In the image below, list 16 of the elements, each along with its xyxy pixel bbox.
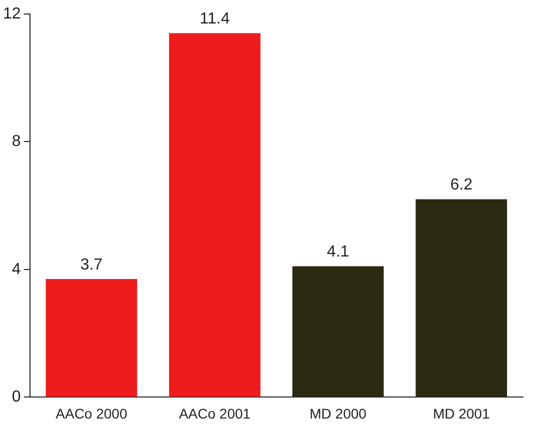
bar xyxy=(46,279,138,397)
data-label: 6.2 xyxy=(450,176,473,194)
x-tick-label: AACo 2000 xyxy=(56,405,128,422)
y-tick-label: 12 xyxy=(3,5,21,22)
x-tick-label: MD 2001 xyxy=(432,405,490,422)
y-tick-label: 0 xyxy=(12,388,21,406)
x-tick-label: MD 2000 xyxy=(310,405,367,422)
y-tick-label: 4 xyxy=(12,260,21,278)
bar xyxy=(292,266,384,397)
bar xyxy=(169,33,260,397)
data-label: 11.4 xyxy=(200,10,230,28)
x-tick-label: AACo 2001 xyxy=(178,405,251,422)
bar xyxy=(416,199,508,397)
data-label: 4.1 xyxy=(326,244,350,261)
data-label: 3.7 xyxy=(80,256,103,274)
y-tick-label: 8 xyxy=(12,133,21,150)
